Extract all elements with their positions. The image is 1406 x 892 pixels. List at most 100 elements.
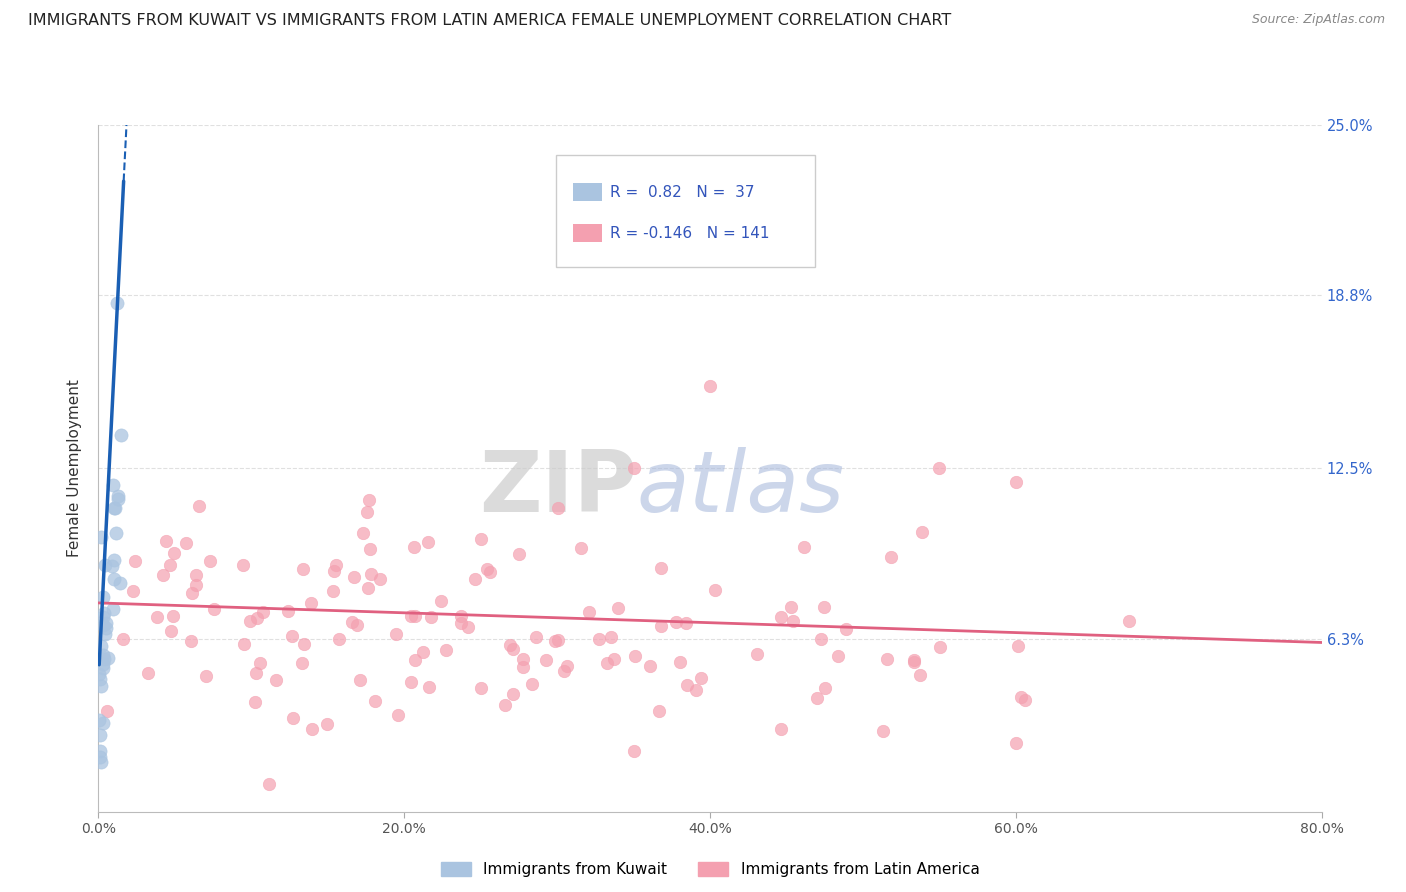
Point [325,558,347,572]
Point [512,652,534,666]
Point [402,541,425,555]
Point [357,581,380,595]
Point [810,632,832,646]
Point [553,664,575,678]
Point [835,622,858,636]
Point [475,561,498,575]
Point [292,562,315,576]
Point [89,728,111,742]
Point [524,630,547,644]
Point [108,576,131,591]
Point [93,651,115,665]
Point [603,651,626,665]
Text: R =  0.82   N =  37: R = 0.82 N = 37 [610,185,754,200]
Point [328,632,350,646]
Point [536,653,558,667]
Point [1004,736,1026,750]
Point [162,608,184,623]
Point [94,621,117,635]
Point [512,660,534,674]
Point [281,629,304,643]
Point [89,744,111,758]
Point [93,610,115,624]
Point [94,615,117,630]
Point [89,666,111,681]
Point [91,716,114,731]
Point [450,615,472,630]
Point [136,666,159,681]
Point [669,655,692,669]
Point [675,615,697,630]
Point [91,618,114,632]
Point [1004,475,1026,489]
Point [502,642,524,657]
Point [352,525,374,540]
Point [368,572,391,586]
Point [346,618,368,632]
Point [419,609,441,624]
Point [782,615,804,629]
Point [292,637,315,651]
Point [291,656,314,670]
Point [903,653,925,667]
Text: Source: ZipAtlas.com: Source: ZipAtlas.com [1251,13,1385,27]
Point [1118,614,1140,628]
Point [239,614,262,628]
Point [880,549,903,564]
Point [343,570,366,584]
Point [204,602,226,616]
Point [96,704,118,718]
Point [184,567,207,582]
Point [91,591,114,605]
Point [359,541,381,556]
Point [624,648,647,663]
Point [299,596,322,610]
Point [412,645,434,659]
Point [110,428,132,442]
Point [596,657,619,671]
Point [277,604,299,618]
Point [494,698,516,712]
Point [908,668,931,682]
Point [928,461,950,475]
Point [243,695,266,709]
Point [342,615,364,630]
Point [257,777,280,791]
Point [249,657,271,671]
Point [747,647,769,661]
Y-axis label: Female Unemployment: Female Unemployment [67,379,83,558]
Point [180,586,202,600]
Point [418,680,440,694]
Point [152,567,174,582]
Point [1014,693,1036,707]
Point [194,669,217,683]
Point [89,713,111,727]
Point [198,554,221,568]
Point [90,639,112,653]
Text: IMMIGRANTS FROM KUWAIT VS IMMIGRANTS FROM LATIN AMERICA FEMALE UNEMPLOYMENT CORR: IMMIGRANTS FROM KUWAIT VS IMMIGRANTS FRO… [28,13,952,29]
Point [770,610,793,624]
Point [547,633,569,648]
Point [101,558,124,573]
Point [675,678,697,692]
Point [105,296,128,310]
Point [90,530,112,544]
Point [387,708,409,723]
Point [159,558,181,573]
Point [806,691,828,706]
Point [252,605,274,619]
Point [94,558,117,572]
Point [264,673,287,687]
Point [502,687,524,701]
Point [180,634,202,648]
Point [623,461,645,475]
Point [364,694,387,708]
Point [97,650,120,665]
Point [650,561,672,575]
Point [90,679,112,693]
Point [457,620,479,634]
Point [160,624,183,639]
Point [103,572,125,586]
Point [124,554,146,568]
Point [399,675,422,690]
